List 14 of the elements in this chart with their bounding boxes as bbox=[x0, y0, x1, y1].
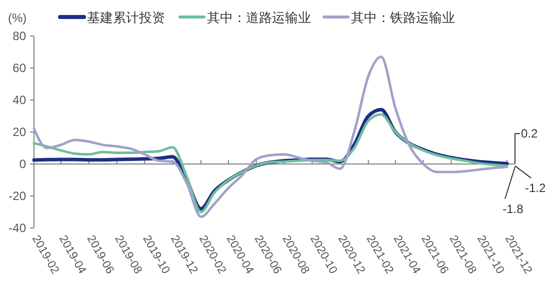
y-tick-label: 40 bbox=[12, 93, 26, 107]
annotation: -1.2 bbox=[525, 180, 546, 195]
y-tick-label: -20 bbox=[8, 189, 26, 203]
annotation: -1.8 bbox=[502, 202, 524, 216]
legend-label: 其中：铁路运输业 bbox=[351, 10, 455, 25]
legend-label: 基建累计投资 bbox=[87, 10, 165, 25]
y-tick-label: 20 bbox=[12, 125, 26, 139]
y-tick-label: 0 bbox=[19, 157, 26, 171]
y-tick-label: -40 bbox=[8, 221, 26, 235]
legend-label: 其中：道路运输业 bbox=[207, 10, 311, 25]
y-tick-label: 60 bbox=[12, 61, 26, 75]
y-axis-title: (%) bbox=[8, 11, 27, 25]
annotation: 0.2 bbox=[521, 126, 538, 141]
y-tick-label: 80 bbox=[12, 29, 26, 43]
